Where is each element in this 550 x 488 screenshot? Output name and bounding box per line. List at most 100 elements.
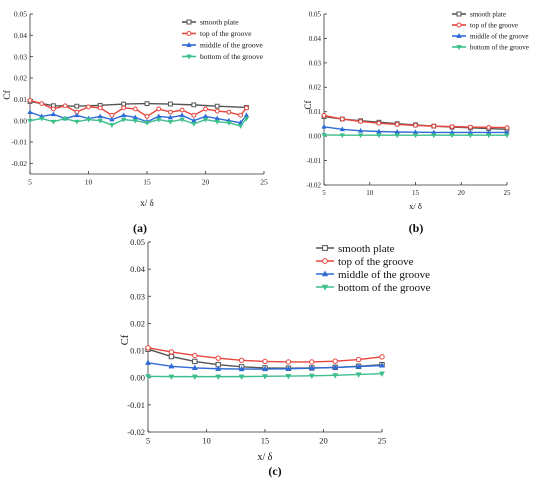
panel-label: (b) (409, 221, 424, 235)
x-tick-label: 20 (458, 189, 466, 197)
data-point (50, 119, 56, 125)
y-tick-label: 0.05 (309, 10, 322, 18)
data-point (145, 374, 151, 380)
legend-label: smooth plate (200, 18, 239, 27)
data-point (355, 372, 362, 378)
y-tick-label: 0.04 (130, 264, 146, 274)
data-point (214, 103, 220, 109)
data-point (202, 117, 209, 123)
legend-marker (456, 11, 462, 17)
data-point (214, 119, 220, 125)
legend-label: smooth plate (470, 10, 506, 18)
data-point (238, 112, 244, 118)
data-point (376, 120, 382, 126)
x-tick-label: 5 (146, 436, 150, 446)
legend-label: middle of the groove (470, 32, 529, 40)
data-point (243, 112, 250, 118)
series-line (29, 117, 248, 127)
data-point (191, 122, 197, 127)
x-tick-label: 25 (378, 436, 387, 446)
data-point (62, 116, 68, 122)
y-axis-label: Cf (303, 100, 313, 109)
data-point (27, 109, 33, 114)
data-point (339, 126, 345, 132)
data-point (97, 118, 103, 124)
data-point (50, 111, 56, 117)
y-tick-label: 0.04 (14, 31, 27, 40)
x-tick-label: 5 (322, 189, 326, 197)
y-axis-label: Cf (2, 89, 13, 99)
x-axis-label: x/ δ (409, 201, 422, 211)
legend-label: middle of the groove (338, 269, 430, 281)
data-point (332, 373, 339, 379)
data-point (214, 108, 220, 114)
data-point (285, 374, 292, 380)
y-tick-label: 0.01 (130, 346, 145, 356)
data-point (504, 125, 510, 130)
data-point (144, 101, 150, 106)
data-point (132, 118, 138, 124)
legend-marker (322, 258, 328, 264)
data-point (168, 374, 175, 380)
data-point (226, 120, 232, 126)
series-bottom-of-the-groove (321, 133, 510, 139)
data-point (27, 118, 33, 124)
y-tick-label: 0.01 (14, 95, 27, 104)
data-point (144, 120, 150, 126)
data-point (379, 354, 385, 360)
data-point (285, 359, 292, 365)
y-tick-label: -0.02 (306, 181, 321, 189)
data-point (244, 105, 249, 111)
legend-label: bottom of the groove (338, 282, 431, 294)
chart-panel-2: -0.02 -0.01 0.00 0.01 0.02 0.03 0.04 0.05 5 10 15 2… (120, 237, 431, 478)
data-point (431, 123, 437, 129)
panel-label: (a) (133, 221, 147, 235)
data-point (121, 101, 126, 107)
data-point (62, 103, 68, 109)
data-point (486, 133, 492, 139)
data-point (179, 112, 185, 118)
data-point (309, 359, 315, 365)
y-tick-label: 0.01 (309, 108, 322, 116)
data-point (109, 116, 115, 122)
y-axis-label: Cf (120, 334, 131, 345)
data-point (504, 133, 510, 139)
data-point (308, 373, 315, 380)
data-point (215, 374, 222, 380)
data-point (467, 133, 473, 139)
data-point (358, 127, 364, 133)
chart-panel-0: -0.02 -0.01 0.00 0.01 0.02 0.03 0.04 0.05 5 10 15 2… (2, 10, 268, 235)
data-point (86, 104, 91, 110)
y-tick-label: -0.02 (11, 159, 27, 168)
data-point (191, 364, 198, 371)
y-tick-label: 0.05 (130, 237, 145, 247)
data-point (109, 123, 115, 128)
y-tick-label: 0.00 (130, 373, 145, 383)
y-tick-label: 0.02 (14, 74, 27, 83)
x-tick-label: 25 (260, 178, 268, 187)
y-tick-label: -0.02 (127, 427, 145, 437)
x-tick-label: 10 (202, 436, 211, 446)
data-point (121, 112, 127, 118)
data-point (132, 106, 138, 112)
y-tick-label: 0.04 (309, 35, 322, 43)
data-point (121, 117, 127, 123)
y-tick-label: 0.00 (309, 133, 322, 141)
data-point (74, 112, 80, 118)
data-point (145, 359, 151, 365)
legend-label: bottom of the groove (470, 43, 529, 51)
legend-label: bottom of the groove (200, 52, 264, 61)
x-tick-label: 15 (261, 436, 270, 446)
data-point (238, 124, 244, 129)
data-point (412, 133, 419, 139)
series-top-of-the-groove (145, 345, 385, 365)
series-bottom-of-the-groove (27, 116, 250, 129)
legend-marker (321, 270, 329, 277)
data-point (179, 107, 185, 113)
data-point (358, 133, 364, 139)
x-tick-label: 20 (319, 436, 328, 446)
data-point (215, 365, 222, 371)
